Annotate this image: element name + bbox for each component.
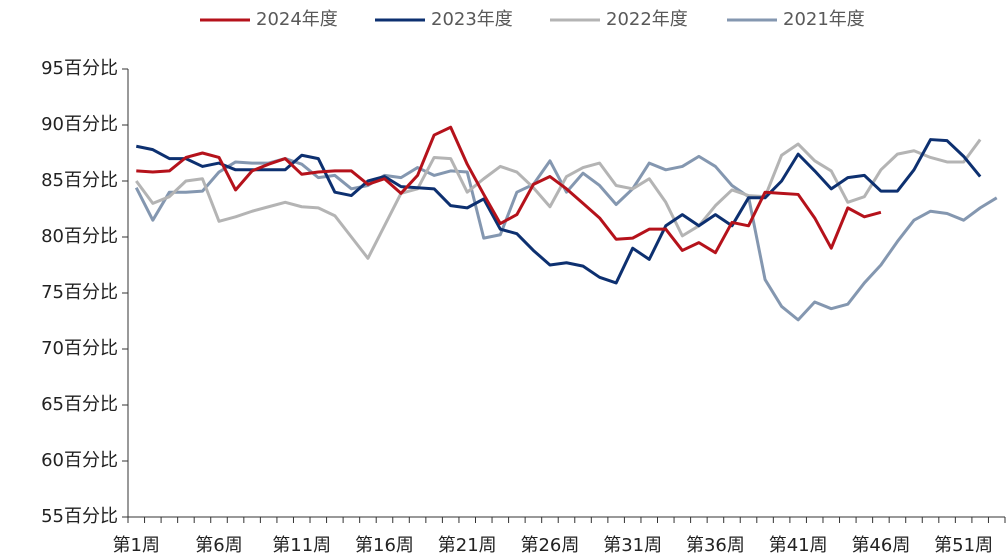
y-tick-label: 85百分比: [41, 170, 118, 191]
y-tick-label: 70百分比: [41, 338, 118, 359]
y-tick-label: 80百分比: [41, 226, 118, 247]
legend-label: 2021年度: [783, 9, 865, 30]
x-tick-label: 第16周: [355, 535, 414, 556]
series-line: [135, 138, 982, 285]
y-tick-label: 55百分比: [41, 506, 118, 527]
x-tick-label: 第36周: [686, 535, 745, 556]
x-tick-label: 第31周: [603, 535, 662, 556]
legend-label: 2024年度: [256, 9, 338, 30]
legend-label: 2023年度: [431, 9, 513, 30]
x-tick-label: 第26周: [520, 535, 579, 556]
x-tick-label: 第21周: [438, 535, 497, 556]
series-line: [134, 154, 998, 322]
x-tick-label: 第1周: [113, 535, 160, 556]
x-tick-label: 第6周: [195, 535, 242, 556]
y-tick-label: 60百分比: [41, 450, 118, 471]
y-tick-label: 75百分比: [41, 282, 118, 303]
x-tick-label: 第46周: [851, 535, 910, 556]
y-tick-label: 65百分比: [41, 394, 118, 415]
y-tick-label: 90百分比: [41, 114, 118, 135]
series-line: [136, 125, 882, 255]
x-tick-label: 第51周: [934, 535, 993, 556]
series-line: [135, 138, 982, 260]
y-tick-label: 95百分比: [41, 58, 118, 79]
x-tick-label: 第11周: [272, 535, 331, 556]
x-tick-label: 第41周: [769, 535, 828, 556]
legend-label: 2022年度: [606, 9, 688, 30]
